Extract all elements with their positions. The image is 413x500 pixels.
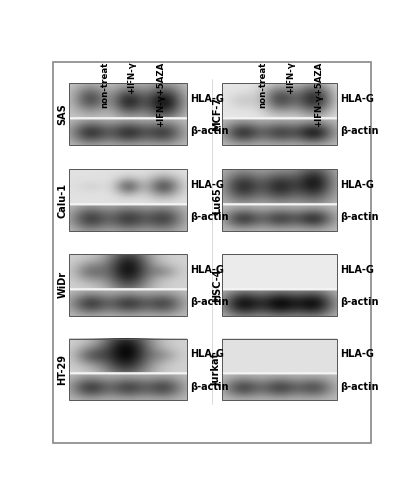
- Text: SAS: SAS: [57, 103, 67, 125]
- Text: +IFN-γ+5AZA: +IFN-γ+5AZA: [314, 62, 323, 127]
- Text: HLA-G: HLA-G: [189, 180, 223, 190]
- Text: HLA-G: HLA-G: [189, 94, 223, 104]
- Text: HLA-G: HLA-G: [339, 350, 373, 360]
- Text: β-actin: β-actin: [189, 126, 228, 136]
- Text: HLA-G: HLA-G: [339, 180, 373, 190]
- Bar: [222, 83, 336, 144]
- Text: HLA-G: HLA-G: [339, 94, 373, 104]
- Text: β-actin: β-actin: [339, 126, 377, 136]
- FancyBboxPatch shape: [53, 62, 370, 444]
- Text: WiDr: WiDr: [57, 272, 67, 298]
- Text: Jurkat: Jurkat: [211, 353, 221, 386]
- Text: HSC-4: HSC-4: [211, 268, 221, 302]
- Bar: [222, 254, 336, 316]
- Text: HT-29: HT-29: [57, 354, 67, 385]
- Bar: [69, 170, 186, 231]
- Bar: [69, 83, 186, 144]
- Text: β-actin: β-actin: [189, 382, 228, 392]
- Text: non-treat: non-treat: [257, 62, 266, 108]
- Text: +IFN-γ+5AZA: +IFN-γ+5AZA: [155, 62, 164, 127]
- Bar: [69, 338, 186, 400]
- Bar: [222, 170, 336, 231]
- Bar: [222, 338, 336, 400]
- Text: Lu65: Lu65: [211, 187, 221, 214]
- Text: HLA-G: HLA-G: [339, 264, 373, 274]
- Text: MCF-7: MCF-7: [211, 97, 221, 131]
- Text: β-actin: β-actin: [189, 212, 228, 222]
- Text: β-actin: β-actin: [339, 382, 377, 392]
- Bar: [69, 254, 186, 316]
- Text: +IFN-γ: +IFN-γ: [285, 62, 294, 94]
- Text: +IFN-γ: +IFN-γ: [127, 62, 136, 94]
- Text: non-treat: non-treat: [100, 62, 109, 108]
- Text: β-actin: β-actin: [339, 297, 377, 307]
- Text: HLA-G: HLA-G: [189, 264, 223, 274]
- Text: Calu-1: Calu-1: [57, 182, 67, 218]
- Text: β-actin: β-actin: [339, 212, 377, 222]
- Text: HLA-G: HLA-G: [189, 350, 223, 360]
- Text: β-actin: β-actin: [189, 297, 228, 307]
